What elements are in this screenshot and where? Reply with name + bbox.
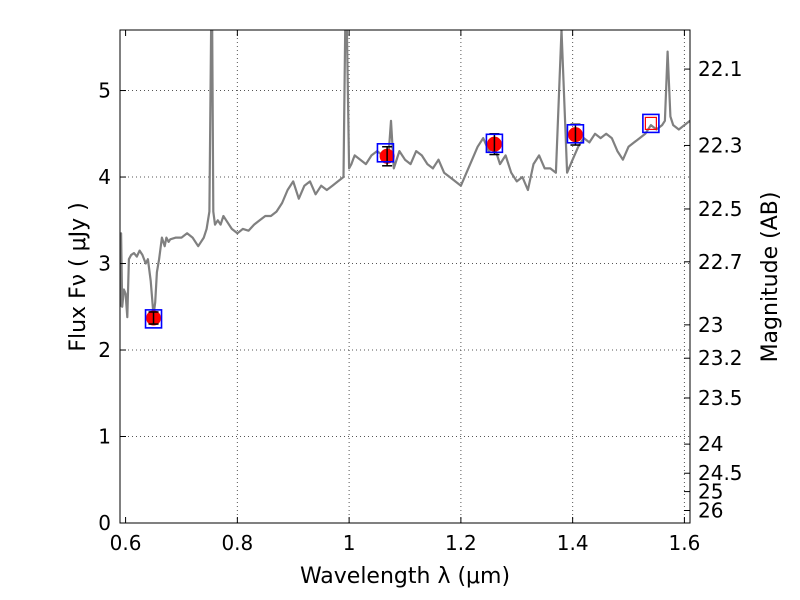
x-axis: 0.6 0.8 1 1.2 1.4 1.6 — [110, 30, 701, 555]
model-markers — [144, 113, 660, 329]
model-marker — [376, 143, 395, 163]
open-observed-marker — [644, 116, 657, 131]
spectrum-line — [120, 30, 690, 319]
x-tick-label: 1.2 — [445, 531, 477, 555]
spectrum-layer — [120, 30, 690, 319]
observed-points — [146, 123, 583, 326]
y-tick-label: 2 — [98, 338, 111, 362]
mag-tick-label: 25 — [698, 480, 723, 504]
y-axis-label: Flux Fν ( μJy ) — [66, 202, 91, 351]
mag-tick-label: 23 — [698, 313, 723, 337]
x-tick-label: 0.8 — [221, 531, 253, 555]
grid-lines — [120, 30, 690, 523]
y-tick-label: 0 — [98, 511, 111, 535]
y-tick-label: 1 — [98, 425, 111, 449]
model-marker — [566, 123, 585, 144]
x-axis-label: Wavelength λ (μm) — [300, 564, 510, 589]
model-marker — [642, 113, 660, 134]
mag-tick-label: 26 — [698, 498, 723, 522]
x-tick-label: 1 — [343, 531, 356, 555]
x-tick-label: 1.6 — [669, 531, 701, 555]
plot-frame — [119, 29, 691, 524]
model-marker — [485, 133, 504, 154]
model-marker — [144, 309, 163, 329]
mag-tick-label: 23.2 — [698, 346, 743, 370]
mag-tick-label: 22.5 — [698, 197, 743, 221]
y-tick-label: 3 — [98, 252, 111, 276]
y-axis: 0 1 2 3 4 5 — [98, 79, 126, 535]
mag-tick-label: 24 — [698, 432, 723, 456]
mag-tick-label: 23.5 — [698, 386, 743, 410]
magnitude-axis-label: Magnitude (AB) — [758, 192, 783, 363]
mag-tick-label: 22.7 — [698, 250, 743, 274]
y-tick-label: 4 — [98, 165, 111, 189]
x-tick-label: 1.4 — [557, 531, 589, 555]
mag-tick-label: 22.3 — [698, 133, 743, 157]
mag-tick-label: 22.1 — [698, 57, 743, 81]
x-tick-label: 0.6 — [110, 531, 142, 555]
mag-tick-label: 24.5 — [698, 461, 743, 485]
y-tick-label: 5 — [98, 79, 111, 103]
